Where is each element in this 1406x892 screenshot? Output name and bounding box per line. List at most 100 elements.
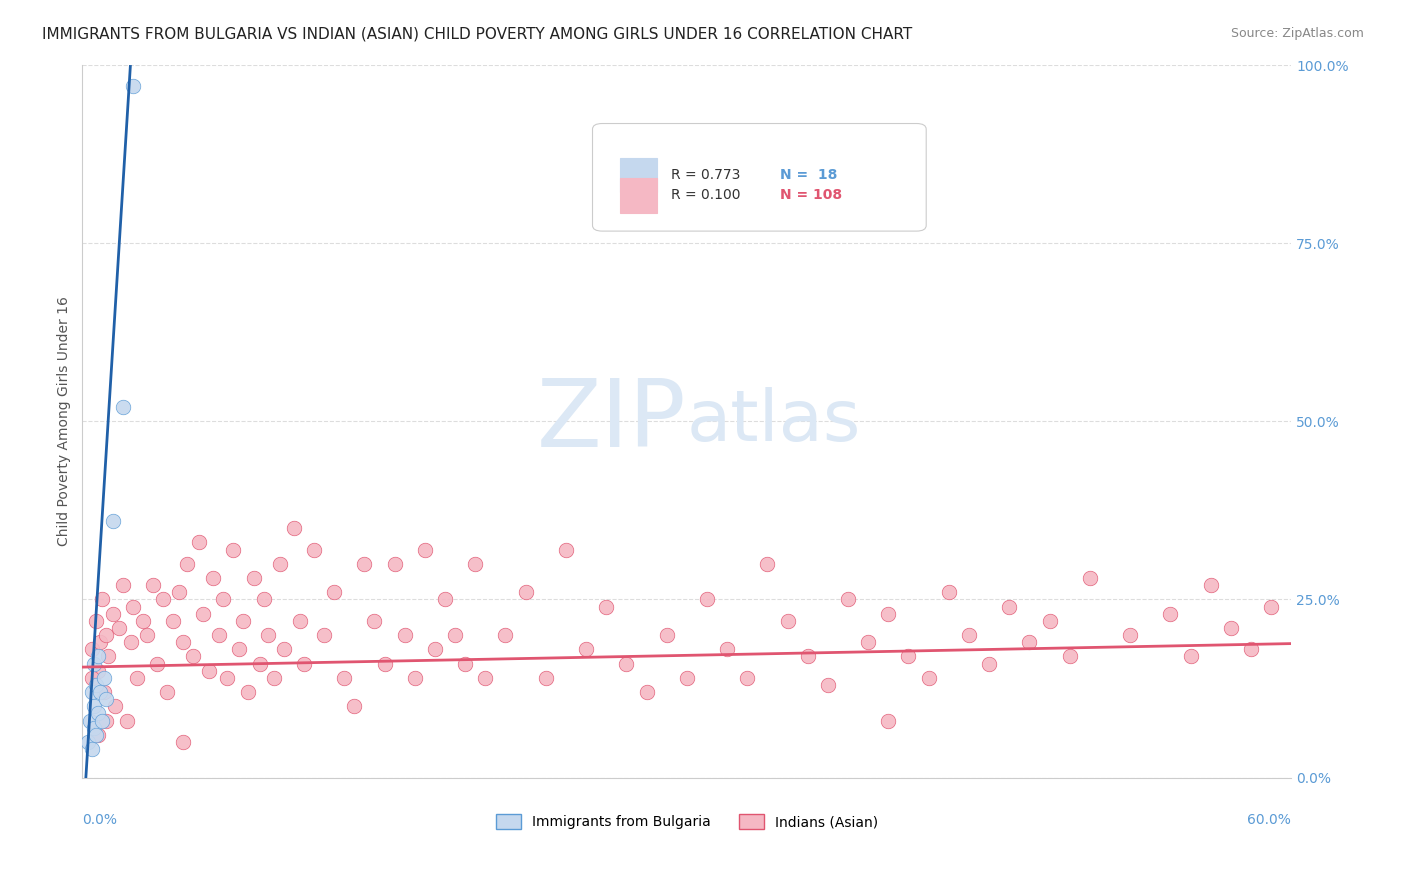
Point <box>636 685 658 699</box>
Point <box>83 699 105 714</box>
Point <box>242 571 264 585</box>
Point <box>193 607 215 621</box>
Point <box>125 671 148 685</box>
Point <box>202 571 225 585</box>
Point <box>756 557 779 571</box>
Point <box>314 628 336 642</box>
Point <box>384 557 406 571</box>
Point <box>91 592 114 607</box>
Text: N =  18: N = 18 <box>780 169 838 182</box>
Point <box>394 628 416 642</box>
Point <box>1038 614 1060 628</box>
Point <box>776 614 799 628</box>
Point <box>1180 649 1202 664</box>
Point <box>877 607 900 621</box>
Point <box>444 628 467 642</box>
Point <box>87 728 110 742</box>
Point <box>696 592 718 607</box>
Point <box>146 657 169 671</box>
Point <box>236 685 259 699</box>
Point <box>172 635 194 649</box>
Point <box>198 664 221 678</box>
Text: atlas: atlas <box>686 387 862 456</box>
Point <box>1018 635 1040 649</box>
Point <box>1159 607 1181 621</box>
Point <box>91 714 114 728</box>
Bar <box>620 158 657 193</box>
Point <box>283 521 305 535</box>
Point <box>152 592 174 607</box>
Point <box>1260 599 1282 614</box>
Point <box>107 621 129 635</box>
Point <box>82 642 104 657</box>
Point <box>877 714 900 728</box>
Point <box>232 614 254 628</box>
Point <box>208 628 231 642</box>
Point <box>323 585 346 599</box>
Point <box>575 642 598 657</box>
Point <box>595 599 617 614</box>
Point <box>101 607 124 621</box>
Point <box>96 692 118 706</box>
Point <box>494 628 516 642</box>
Point <box>181 649 204 664</box>
Point <box>515 585 537 599</box>
Point <box>121 599 143 614</box>
Point <box>938 585 960 599</box>
Point <box>897 649 920 664</box>
Point <box>87 649 110 664</box>
Point <box>86 678 108 692</box>
Text: R = 0.773: R = 0.773 <box>671 169 741 182</box>
Point <box>121 79 143 94</box>
Point <box>82 685 104 699</box>
Point <box>263 671 285 685</box>
Point <box>89 685 111 699</box>
Text: ZIP: ZIP <box>537 376 686 467</box>
Point <box>675 671 697 685</box>
Point <box>176 557 198 571</box>
Point <box>253 592 276 607</box>
Point <box>212 592 235 607</box>
Point <box>957 628 980 642</box>
Point <box>273 642 295 657</box>
Point <box>343 699 366 714</box>
Point <box>716 642 738 657</box>
Point <box>79 714 101 728</box>
Point <box>89 635 111 649</box>
Point <box>292 657 315 671</box>
Point <box>1059 649 1081 664</box>
Point <box>554 542 576 557</box>
Point <box>837 592 859 607</box>
Y-axis label: Child Poverty Among Girls Under 16: Child Poverty Among Girls Under 16 <box>58 296 72 546</box>
Point <box>87 706 110 721</box>
Point <box>333 671 356 685</box>
Point <box>1078 571 1101 585</box>
Point <box>86 728 108 742</box>
Text: Source: ZipAtlas.com: Source: ZipAtlas.com <box>1230 27 1364 40</box>
Point <box>655 628 678 642</box>
Point <box>998 599 1021 614</box>
Point <box>86 614 108 628</box>
Point <box>1199 578 1222 592</box>
Point <box>817 678 839 692</box>
Point <box>302 542 325 557</box>
Point <box>404 671 426 685</box>
Point <box>977 657 1000 671</box>
Point <box>111 578 134 592</box>
Point <box>464 557 486 571</box>
Point <box>93 685 115 699</box>
Point <box>856 635 879 649</box>
Point <box>77 735 100 749</box>
Point <box>353 557 375 571</box>
Text: R = 0.100: R = 0.100 <box>671 188 741 202</box>
Text: 60.0%: 60.0% <box>1247 814 1291 827</box>
Point <box>735 671 758 685</box>
Point <box>917 671 939 685</box>
Legend: Immigrants from Bulgaria, Indians (Asian): Immigrants from Bulgaria, Indians (Asian… <box>491 809 883 835</box>
Text: IMMIGRANTS FROM BULGARIA VS INDIAN (ASIAN) CHILD POVERTY AMONG GIRLS UNDER 16 CO: IMMIGRANTS FROM BULGARIA VS INDIAN (ASIA… <box>42 27 912 42</box>
Point <box>796 649 818 664</box>
Point <box>135 628 157 642</box>
Point <box>423 642 446 657</box>
Bar <box>620 178 657 212</box>
Point <box>269 557 291 571</box>
